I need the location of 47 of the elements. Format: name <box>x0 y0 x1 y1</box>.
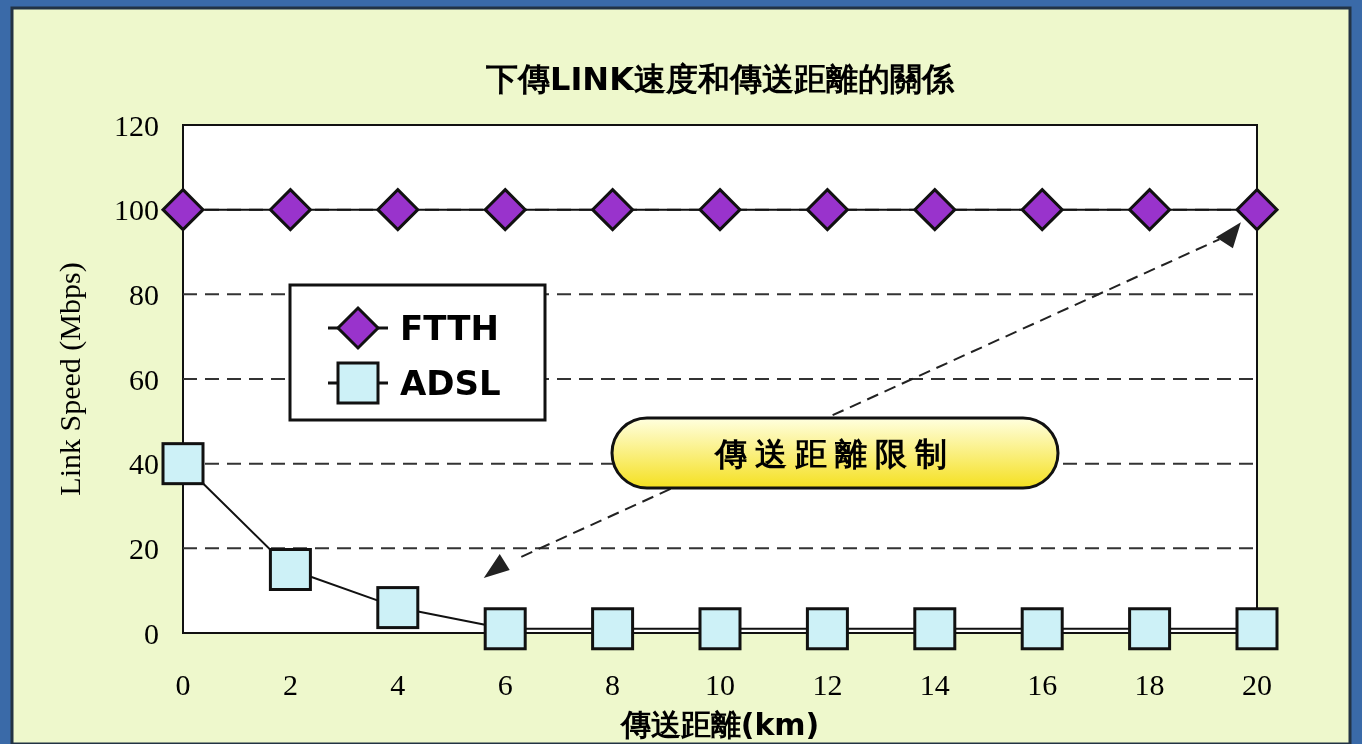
y-tick-label: 60 <box>129 362 159 396</box>
point <box>805 607 849 651</box>
x-tick-label: 8 <box>605 668 621 701</box>
annotation: 傳送距離限制 <box>713 435 955 473</box>
x-tick-label: 4 <box>390 668 406 701</box>
x-tick-label: 12 <box>812 668 843 701</box>
x-tick-label: 0 <box>175 668 191 701</box>
point <box>591 607 635 651</box>
point <box>376 586 420 630</box>
point <box>591 188 635 232</box>
y-tick-label: 40 <box>129 447 159 481</box>
y-tick-label: 120 <box>114 108 159 142</box>
point <box>913 607 957 651</box>
y-axis-title: Link Speed (Mbps) <box>53 262 87 496</box>
callout-box: 傳送距離限制 <box>610 416 1060 490</box>
point <box>913 188 957 232</box>
point <box>268 188 312 232</box>
chart-title: 下傳LINK速度和傳送距離的關係 <box>485 60 955 98</box>
x-tick-label: 20 <box>1242 668 1272 701</box>
point <box>161 442 205 486</box>
x-tick-label: 10 <box>705 668 735 701</box>
legend-label: ADSL <box>400 362 501 403</box>
point <box>698 607 742 651</box>
y-tick-label: 20 <box>129 531 159 565</box>
x-tick-label: 16 <box>1027 668 1058 701</box>
point <box>1020 607 1064 651</box>
legend-label: FTTH <box>400 307 499 348</box>
point <box>698 188 742 232</box>
point <box>1020 188 1064 232</box>
point <box>483 188 527 232</box>
point <box>483 607 527 651</box>
y-tick-label: 80 <box>129 277 159 311</box>
x-tick-label: 18 <box>1134 668 1165 701</box>
point <box>1128 607 1172 651</box>
point <box>376 188 420 232</box>
x-tick-label: 6 <box>497 668 513 701</box>
point <box>268 548 312 591</box>
y-tick-label: 100 <box>114 193 159 227</box>
x-tick-label: 2 <box>282 668 298 701</box>
point <box>805 188 849 232</box>
point <box>1235 607 1279 651</box>
x-axis-title: 傳送距離(km) <box>618 707 820 742</box>
point <box>161 188 205 232</box>
x-tick-label: 14 <box>919 668 950 701</box>
point <box>1235 188 1279 232</box>
point <box>1128 188 1172 232</box>
y-tick-label: 0 <box>144 616 159 650</box>
